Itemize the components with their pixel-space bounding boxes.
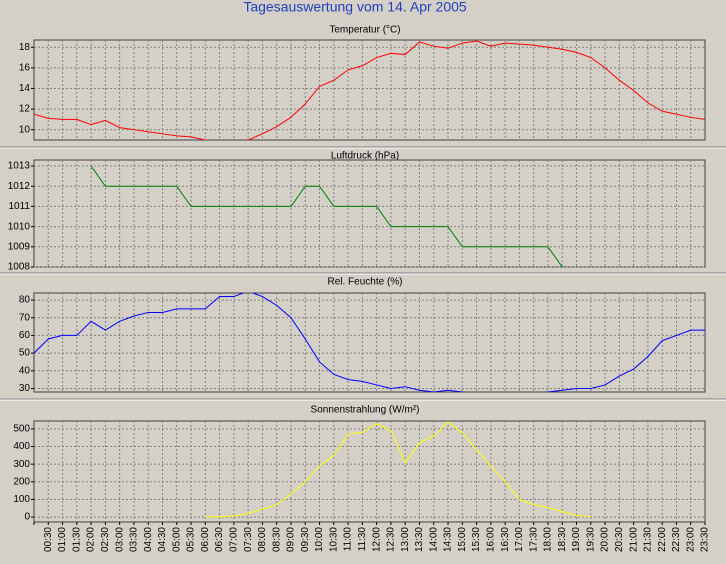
x-tick-label: 23:00	[685, 527, 696, 552]
x-tick-label: 01:30	[71, 527, 82, 552]
x-tick-label: 17:30	[528, 527, 539, 552]
y-tick-label: 30	[19, 383, 31, 394]
x-tick-label: 06:30	[214, 527, 225, 552]
x-tick-label: 02:30	[100, 527, 111, 552]
y-tick-label: 300	[13, 459, 30, 470]
x-tick-label: 05:00	[171, 527, 182, 552]
x-tick-label: 21:30	[643, 527, 654, 552]
x-tick-label: 14:00	[428, 527, 439, 552]
x-tick-label: 19:30	[585, 527, 596, 552]
y-tick-label: 60	[19, 330, 31, 341]
x-tick-label: 18:30	[557, 527, 568, 552]
x-tick-label: 00:30	[43, 527, 54, 552]
y-tick-label: 1013	[8, 161, 31, 172]
x-tick-label: 19:00	[571, 527, 582, 552]
x-tick-label: 11:00	[343, 527, 354, 552]
y-tick-label: 70	[19, 312, 31, 323]
x-tick-label: 07:00	[229, 527, 240, 552]
plot-area	[33, 420, 706, 523]
y-tick-label: 12	[19, 104, 31, 115]
x-tick-label: 13:00	[400, 527, 411, 552]
y-tick-label: 14	[19, 83, 31, 94]
y-tick-label: 16	[19, 62, 31, 73]
y-tick-label: 1009	[8, 241, 31, 252]
x-tick-label: 06:00	[200, 527, 211, 552]
x-tick-label: 17:00	[514, 527, 525, 552]
x-tick-label: 23:30	[700, 527, 711, 552]
y-tick-label: 1012	[8, 181, 31, 192]
page-title: Tagesauswertung vom 14. Apr 2005	[243, 0, 467, 15]
x-tick-label: 15:30	[471, 527, 482, 552]
x-tick-label: 07:30	[243, 527, 254, 552]
panel-title: Luftdruck (hPa)	[331, 151, 399, 162]
x-tick-label: 16:00	[485, 527, 496, 552]
x-tick-label: 10:00	[314, 527, 325, 552]
y-tick-label: 1010	[8, 221, 31, 232]
x-tick-label: 13:30	[414, 527, 425, 552]
y-tick-label: 50	[19, 348, 31, 359]
plot-area	[33, 39, 706, 141]
x-tick-label: 01:00	[57, 527, 68, 552]
x-tick-label: 12:30	[386, 527, 397, 552]
y-tick-label: 0	[24, 512, 30, 523]
x-tick-label: 15:00	[457, 527, 468, 552]
y-tick-label: 200	[13, 476, 30, 487]
y-tick-label: 1011	[8, 201, 30, 212]
x-tick-label: 02:00	[86, 527, 97, 552]
y-tick-label: 100	[13, 494, 30, 505]
x-tick-label: 14:30	[443, 527, 454, 552]
x-tick-label: 22:30	[671, 527, 682, 552]
data-line	[34, 293, 705, 392]
x-tick-label: 09:00	[286, 527, 297, 552]
x-tick-label: 18:00	[543, 527, 554, 552]
x-tick-label: 08:00	[257, 527, 268, 552]
y-tick-label: 40	[19, 365, 31, 376]
y-tick-label: 18	[19, 42, 31, 53]
x-tick-label: 22:00	[657, 527, 668, 552]
data-line	[34, 40, 705, 140]
x-tick-label: 10:30	[328, 527, 339, 552]
x-tick-label: 12:00	[371, 527, 382, 552]
panel-title: Sonnenstrahlung (W/m²)	[311, 405, 420, 416]
y-tick-label: 80	[19, 295, 31, 306]
panel-title: Rel. Feuchte (%)	[327, 277, 402, 288]
x-tick-label: 04:00	[143, 527, 154, 552]
x-tick-label: 03:30	[129, 527, 140, 552]
x-tick-label: 21:00	[628, 527, 639, 552]
y-tick-label: 400	[13, 441, 30, 452]
x-tick-label: 20:30	[614, 527, 625, 552]
x-tick-label: 03:00	[114, 527, 125, 552]
panel-title: Temperatur (°C)	[329, 25, 400, 36]
plot-area	[33, 159, 706, 268]
x-tick-label: 16:30	[500, 527, 511, 552]
y-tick-label: 500	[13, 424, 30, 435]
data-line	[90, 165, 563, 267]
y-tick-label: 10	[19, 124, 31, 135]
data-line	[205, 421, 591, 518]
x-tick-label: 11:30	[357, 527, 368, 552]
x-tick-label: 05:30	[186, 527, 197, 552]
x-tick-label: 08:30	[271, 527, 282, 552]
x-tick-label: 09:30	[300, 527, 311, 552]
x-tick-label: 20:00	[600, 527, 611, 552]
x-tick-label: 04:30	[157, 527, 168, 552]
plot-area	[33, 292, 706, 393]
y-tick-label: 1008	[8, 262, 31, 273]
